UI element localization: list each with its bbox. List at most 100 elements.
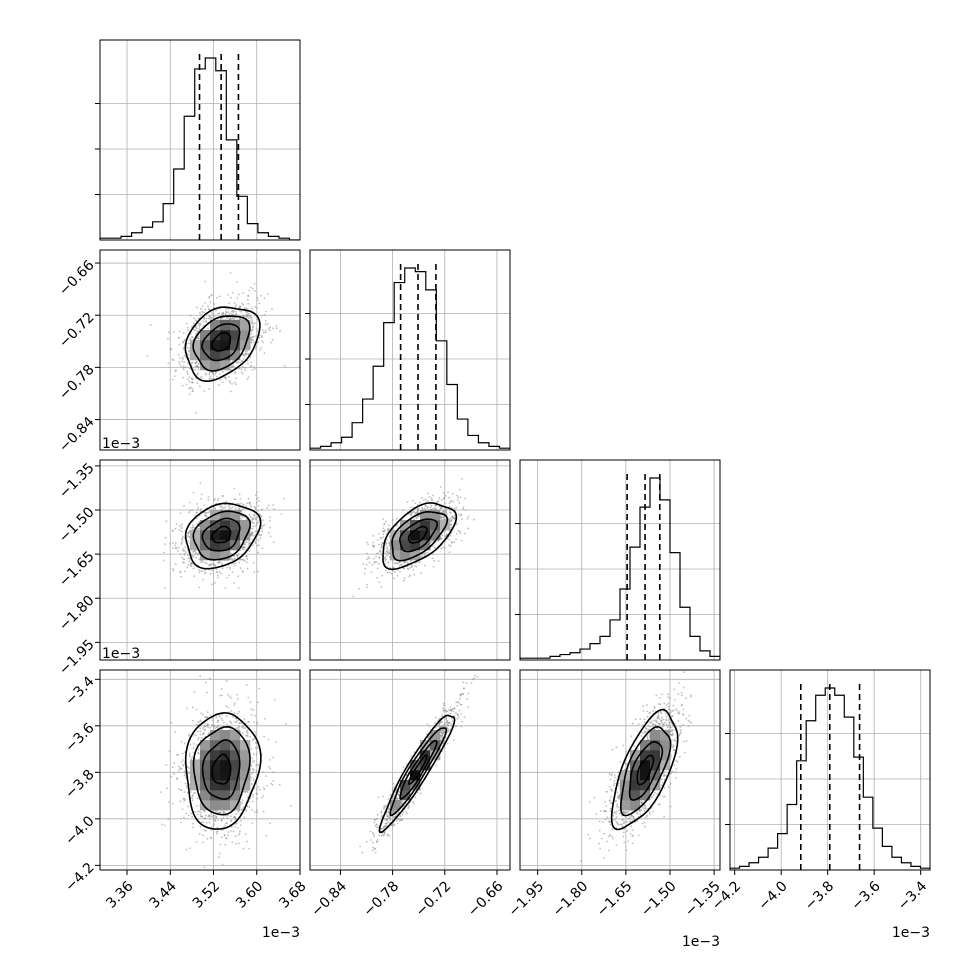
- scatter-point: [459, 530, 461, 533]
- scatter-point: [208, 295, 211, 298]
- scatter-point: [252, 335, 255, 338]
- scatter-point: [380, 553, 383, 556]
- scatter-point: [218, 714, 221, 717]
- scatter-point: [216, 571, 218, 574]
- scatter-point: [246, 311, 248, 314]
- scatter-point: [245, 561, 248, 564]
- scatter-point: [450, 517, 452, 520]
- scatter-point: [198, 558, 201, 561]
- scatter-point: [373, 544, 375, 547]
- scatter-point: [179, 800, 182, 803]
- scatter-point: [192, 491, 195, 494]
- scatter-point: [372, 557, 375, 560]
- scatter-point: [386, 538, 389, 541]
- scatter-point: [186, 805, 189, 808]
- scatter-point: [149, 324, 152, 326]
- scatter-point: [441, 734, 443, 737]
- density-cell: [200, 530, 211, 541]
- scatter-point: [231, 506, 234, 509]
- scatter-point: [383, 818, 386, 820]
- scatter-point: [237, 833, 240, 836]
- contour-1: [201, 517, 241, 552]
- scatter-point: [460, 725, 463, 728]
- scatter-point: [181, 535, 184, 538]
- scatter-point: [202, 841, 205, 844]
- scatter-point: [232, 715, 235, 718]
- scatter-point: [245, 518, 248, 521]
- contour-1: [201, 323, 241, 362]
- scatter-point: [393, 824, 396, 826]
- scatter-point: [252, 778, 255, 780]
- scatter-point: [254, 715, 257, 717]
- scatter-point: [262, 519, 265, 522]
- scatter-point: [182, 364, 185, 367]
- scatter-point: [207, 317, 210, 320]
- scatter-point: [165, 520, 168, 523]
- scatter-point: [451, 541, 453, 544]
- scatter-point: [253, 322, 256, 325]
- scatter-point: [270, 782, 273, 785]
- scatter-point: [387, 530, 389, 533]
- scatter-point: [198, 721, 201, 724]
- scatter-point: [462, 508, 465, 510]
- scatter-point: [220, 819, 223, 822]
- density-cell: [220, 740, 231, 751]
- scatter-point: [253, 811, 256, 813]
- scatter-point: [252, 753, 255, 755]
- scatter-point: [182, 816, 185, 819]
- scatter-point: [244, 726, 247, 729]
- scatter-point: [392, 782, 395, 785]
- scatter-point: [261, 524, 264, 527]
- scatter-point: [427, 500, 429, 502]
- scatter-point: [247, 696, 250, 699]
- scatter-point: [246, 567, 249, 570]
- scatter-point: [186, 540, 189, 542]
- scatter-point: [180, 543, 183, 545]
- scatter-point: [272, 541, 275, 544]
- contour-3: [184, 306, 261, 382]
- scatter-point: [195, 517, 198, 520]
- scatter-point: [234, 370, 237, 373]
- scatter-point: [391, 566, 394, 569]
- scatter-point: [372, 846, 375, 849]
- scatter-point: [248, 289, 251, 292]
- scatter-point: [459, 703, 462, 706]
- scatter-point: [199, 815, 202, 818]
- scatter-point: [235, 822, 238, 825]
- density-cell: [240, 320, 251, 331]
- density-cell: [390, 530, 401, 541]
- scatter-point: [234, 507, 237, 509]
- scatter-point: [213, 725, 216, 728]
- scatter-point: [261, 508, 263, 511]
- scatter-point: [403, 577, 406, 580]
- scatter-point: [203, 317, 205, 319]
- scatter-point: [230, 310, 233, 313]
- scatter-point: [285, 723, 287, 726]
- scatter-point: [180, 365, 183, 368]
- scatter-point: [211, 377, 214, 380]
- scatter-point: [201, 310, 204, 313]
- scatter-point: [371, 841, 374, 844]
- scatter-point: [450, 532, 453, 535]
- scatter-point: [453, 707, 456, 710]
- density-cell: [230, 330, 241, 341]
- scatter-point: [441, 534, 444, 537]
- scatter-point: [460, 703, 463, 706]
- scatter-point: [386, 571, 389, 574]
- scatter-point: [439, 486, 442, 488]
- scatter-point: [187, 349, 190, 352]
- scatter-point: [376, 839, 379, 841]
- density-cell: [200, 800, 211, 811]
- scatter-point: [237, 722, 240, 725]
- contour-0: [211, 525, 232, 544]
- scatter-point: [269, 526, 272, 529]
- scatter-point: [177, 336, 180, 339]
- scatter-point: [376, 567, 379, 570]
- scatter-point: [263, 788, 266, 791]
- scatter-point: [265, 834, 268, 837]
- scatter-point: [168, 801, 170, 804]
- scatter-point: [199, 322, 202, 325]
- scatter-point: [174, 370, 177, 372]
- scatter-point: [258, 334, 261, 337]
- scatter-point: [382, 536, 385, 539]
